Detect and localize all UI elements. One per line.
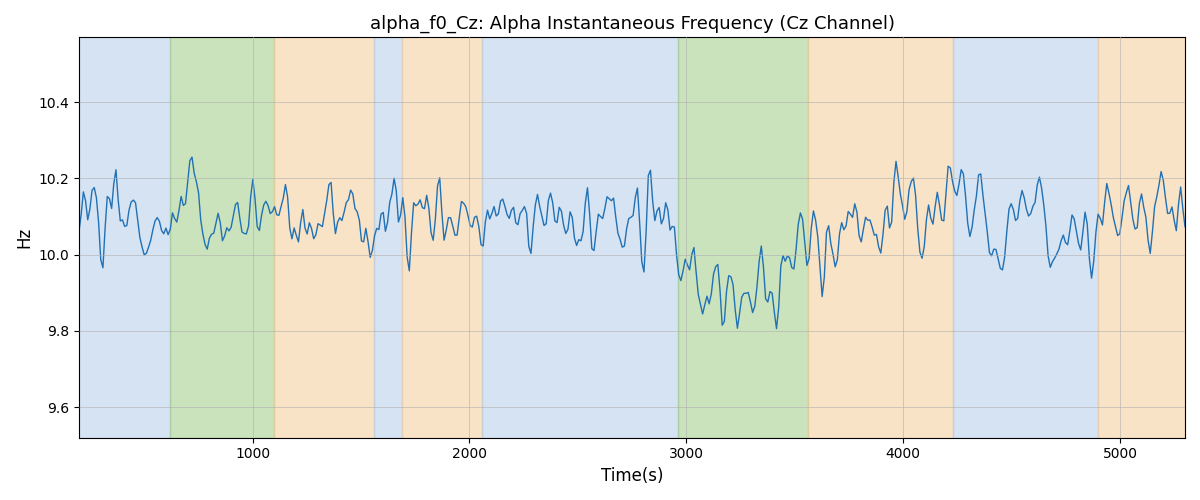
Bar <box>79 38 170 438</box>
Y-axis label: Hz: Hz <box>14 227 32 248</box>
Bar <box>678 38 808 438</box>
X-axis label: Time(s): Time(s) <box>601 467 664 485</box>
Bar <box>374 38 402 438</box>
Bar <box>402 38 482 438</box>
Bar <box>1098 38 1184 438</box>
Title: alpha_f0_Cz: Alpha Instantaneous Frequency (Cz Channel): alpha_f0_Cz: Alpha Instantaneous Frequen… <box>370 15 894 34</box>
Bar <box>482 38 678 438</box>
Bar <box>170 38 274 438</box>
Bar <box>953 38 1098 438</box>
Bar <box>274 38 374 438</box>
Bar <box>808 38 953 438</box>
